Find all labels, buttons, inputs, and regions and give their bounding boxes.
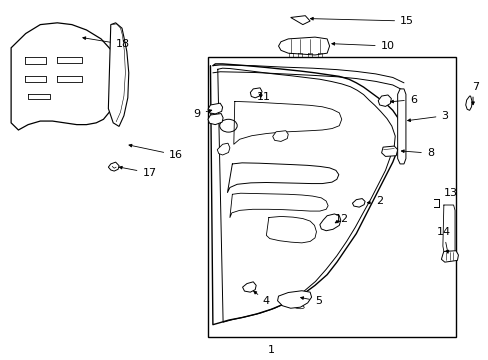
Text: 11: 11 [256, 93, 270, 103]
Text: 1: 1 [267, 345, 274, 355]
Bar [207, 57, 455, 337]
Polygon shape [207, 103, 222, 114]
Text: 5: 5 [300, 296, 321, 306]
Polygon shape [250, 88, 262, 98]
Text: 10: 10 [331, 41, 394, 51]
Polygon shape [272, 131, 287, 141]
Text: 9: 9 [193, 109, 211, 119]
Polygon shape [319, 214, 340, 231]
Polygon shape [465, 96, 471, 111]
Polygon shape [397, 89, 405, 164]
Polygon shape [441, 251, 458, 262]
Text: 6: 6 [390, 95, 416, 105]
Polygon shape [352, 199, 365, 207]
Text: 18: 18 [82, 37, 129, 49]
Text: 8: 8 [401, 148, 433, 158]
Polygon shape [278, 37, 329, 55]
Text: 4: 4 [253, 291, 269, 306]
Text: 14: 14 [436, 227, 450, 253]
Text: 2: 2 [366, 197, 382, 206]
Text: 12: 12 [334, 214, 348, 224]
Polygon shape [217, 143, 229, 155]
Polygon shape [377, 95, 390, 107]
Text: 15: 15 [310, 16, 413, 26]
Text: 17: 17 [119, 166, 156, 178]
Polygon shape [381, 146, 397, 157]
Polygon shape [11, 23, 118, 130]
Polygon shape [290, 16, 309, 24]
Text: 3: 3 [407, 111, 447, 122]
Polygon shape [108, 162, 119, 171]
Text: 7: 7 [471, 82, 478, 93]
Text: 13: 13 [443, 188, 457, 198]
Polygon shape [108, 23, 128, 126]
Polygon shape [242, 282, 256, 292]
Text: 16: 16 [129, 144, 183, 160]
Polygon shape [277, 291, 311, 308]
Polygon shape [207, 113, 223, 125]
